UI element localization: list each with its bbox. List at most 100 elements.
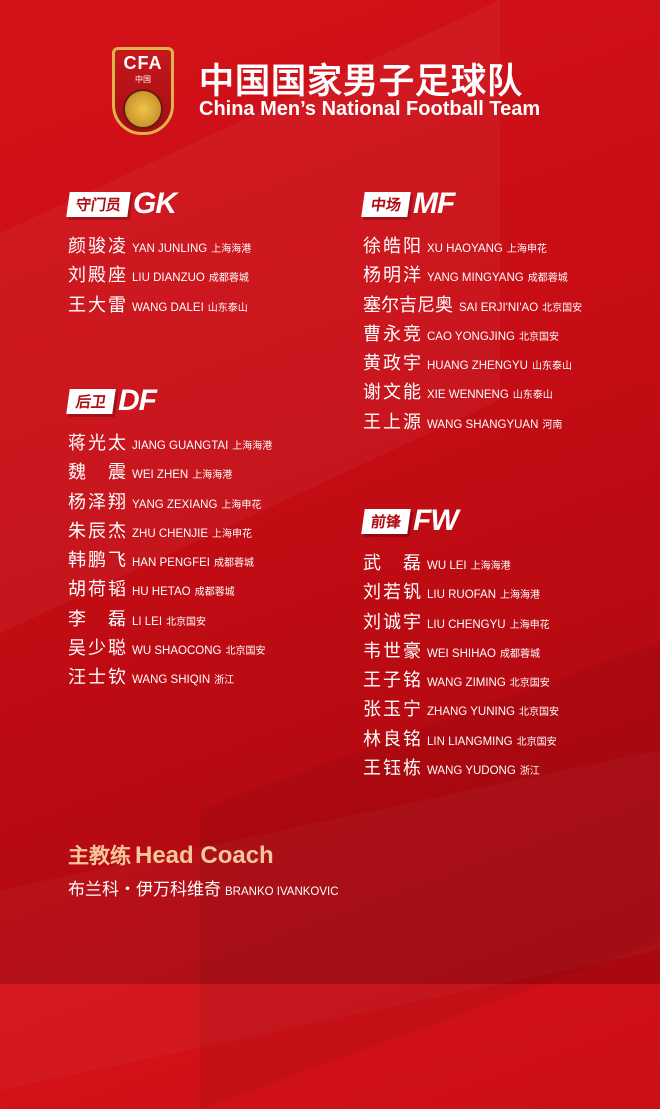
player-name-en: LIU DIANZUO	[132, 272, 205, 285]
position-code: FW	[413, 504, 459, 537]
player-name-en: WANG YUDONG	[427, 765, 516, 778]
position-code: DF	[118, 384, 157, 417]
player-club: 上海申花	[506, 244, 547, 255]
section-mf: 中场 MF 徐皓阳 XU HAOYANG 上海申花杨明洋 YANG MINGYANG 成都蓉…	[361, 187, 582, 437]
player-row: 胡荷韬 HU HETAO 成都蓉城	[68, 575, 272, 604]
player-name-en: LI LEI	[132, 615, 163, 628]
player-name-cn: 杨明洋	[363, 265, 421, 287]
player-name-en: XIE WENNENG	[427, 389, 509, 402]
player-name-cn: 黄政宇	[363, 353, 421, 375]
player-name-cn: 吴少聪	[68, 638, 126, 660]
player-club: 成都蓉城	[208, 273, 249, 285]
player-club: 上海海港	[470, 561, 511, 572]
logo-text: CFA	[123, 53, 163, 73]
position-code: MF	[413, 187, 455, 220]
player-club: 上海申花	[221, 499, 262, 511]
player-row: 魏震 WEI ZHEN 上海海港	[68, 458, 272, 487]
position-label: 守门员	[66, 191, 131, 217]
player-name-cn: 王钰栋	[363, 758, 421, 780]
player-list: 武磊 WU LEI 上海海港 刘若钒 LIU RUOFAN 上海海港 刘诚宇 LIU CHEN…	[363, 549, 559, 783]
player-name-en: HAN PENGFEI	[132, 557, 210, 570]
player-name-en: SAI ERJI'NI'AO	[459, 301, 539, 314]
player-row: 塞尔吉尼奥 SAI ERJI'NI'AO 北京国安	[363, 291, 582, 320]
coach-label-en: Head Coach	[135, 842, 274, 869]
player-name-en: WEI SHIHAO	[427, 647, 497, 660]
player-club: 北京国安	[518, 331, 559, 343]
coach-label-cn: 主教练	[68, 844, 131, 868]
player-name-cn: 谢文能	[363, 382, 421, 404]
player-club: 上海海港	[211, 244, 252, 255]
player-row: 曹永竞 CAO YONGJING 北京国安	[363, 320, 582, 349]
player-name-cn: 魏震	[68, 462, 126, 484]
player-name-en: LIU CHENGYU	[427, 618, 506, 631]
logo-sub: 中国	[135, 75, 151, 84]
player-name-en: ZHU CHENJIE	[132, 527, 209, 540]
player-club: 上海海港	[232, 441, 273, 452]
player-name-en: YANG MINGYANG	[427, 272, 524, 285]
player-club: 山东泰山	[531, 361, 572, 373]
coach-name-en: BRANKO IVANKOVIC	[225, 886, 339, 898]
player-row: 吴少聪 WU SHAOCONG 北京国安	[68, 634, 272, 663]
player-club: 浙江	[214, 675, 235, 687]
position-badge: 前锋 FW	[361, 504, 559, 537]
player-name-en: XU HAOYANG	[427, 243, 503, 255]
player-name-en: LIU RUOFAN	[427, 589, 497, 602]
player-row: 王子铭 WANG ZIMING 北京国安	[363, 666, 559, 695]
player-row: 李磊 LI LEI 北京国安	[68, 605, 272, 634]
player-club: 上海申花	[212, 528, 253, 540]
player-name-en: YANG ZEXIANG	[132, 498, 218, 511]
player-club: 北京国安	[166, 616, 207, 628]
position-badge: 后卫 DF	[66, 384, 272, 417]
player-list: 颜骏凌 YAN JUNLING 上海海港 刘殿座 LIU DIANZUO 成都蓉城 王大雷 W…	[68, 232, 251, 320]
player-row: 武磊 WU LEI 上海海港	[363, 549, 559, 578]
player-club: 北京国安	[225, 646, 266, 658]
player-row: 林良铭 LIN LIANGMING 北京国安	[363, 725, 559, 754]
player-name-cn: 胡荷韬	[68, 579, 126, 601]
player-name-en: LIN LIANGMING	[427, 735, 513, 748]
player-name-cn: 汪士钦	[68, 667, 126, 689]
player-row: 蒋光太 JIANG GUANGTAI 上海海港	[68, 429, 272, 458]
player-list: 徐皓阳 XU HAOYANG 上海申花杨明洋 YANG MINGYANG 成都蓉城塞尔吉…	[363, 232, 582, 437]
player-name-cn: 塞尔吉尼奥	[363, 294, 453, 316]
section-fw: 前锋 FW 武磊 WU LEI 上海海港 刘若钒 LIU RUOFAN 上海海港 刘诚宇 LIU …	[361, 504, 559, 783]
player-name-en: ZHANG YUNING	[427, 706, 515, 719]
player-list: 蒋光太 JIANG GUANGTAI 上海海港 魏震 WEI ZHEN 上海海港 杨泽翔 YA…	[68, 429, 272, 693]
player-club: 成都蓉城	[500, 648, 541, 660]
position-badge: 守门员 GK	[66, 187, 251, 220]
player-row: 张玉宁 ZHANG YUNING 北京国安	[363, 695, 559, 724]
player-name-cn: 颜骏凌	[68, 236, 126, 257]
coach-name-cn: 布兰科・伊万科维奇	[68, 880, 221, 900]
player-club: 成都蓉城	[194, 587, 235, 599]
player-name-en: HUANG ZHENGYU	[427, 360, 528, 373]
player-club: 上海海港	[192, 470, 233, 482]
player-name-cn: 刘殿座	[68, 265, 126, 287]
player-name-en: JIANG GUANGTAI	[132, 440, 229, 452]
player-name-en: WEI ZHEN	[132, 469, 189, 482]
player-club: 山东泰山	[512, 390, 553, 402]
player-name-cn: 武磊	[363, 553, 421, 574]
player-name-cn: 徐皓阳	[363, 236, 421, 257]
player-club: 北京国安	[542, 302, 583, 314]
position-code: GK	[133, 187, 177, 220]
player-row: 韩鹏飞 HAN PENGFEI 成都蓉城	[68, 546, 272, 575]
player-name-cn: 曹永竞	[363, 323, 421, 345]
player-name-en: CAO YONGJING	[427, 330, 515, 343]
player-name-cn: 朱辰杰	[68, 520, 126, 542]
player-name-cn: 王子铭	[363, 670, 421, 692]
player-club: 山东泰山	[207, 302, 248, 314]
player-name-cn: 杨泽翔	[68, 491, 126, 513]
player-name-en: WANG ZIMING	[427, 677, 506, 690]
player-row: 汪士钦 WANG SHIQIN 浙江	[68, 663, 272, 692]
player-row: 谢文能 XIE WENNENG 山东泰山	[363, 378, 582, 407]
player-row: 韦世豪 WEI SHIHAO 成都蓉城	[363, 637, 559, 666]
position-label: 后卫	[66, 388, 116, 414]
player-name-cn: 王上源	[363, 411, 421, 433]
player-club: 北京国安	[509, 678, 550, 690]
player-club: 成都蓉城	[527, 273, 568, 285]
player-name-en: HU HETAO	[132, 586, 191, 599]
position-badge: 中场 MF	[361, 187, 582, 220]
section-df: 后卫 DF 蒋光太 JIANG GUANGTAI 上海海港 魏震 WEI ZHEN 上海海港杨…	[66, 384, 272, 693]
position-label: 前锋	[361, 508, 411, 534]
player-club: 浙江	[519, 766, 540, 778]
player-name-cn: 刘诚宇	[363, 611, 421, 633]
